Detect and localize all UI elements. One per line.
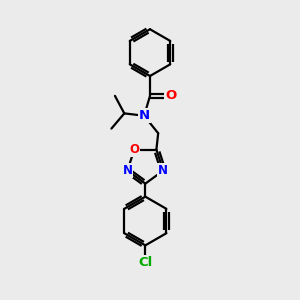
Text: N: N <box>139 109 150 122</box>
Text: N: N <box>158 164 168 177</box>
Text: O: O <box>165 89 177 102</box>
Text: Cl: Cl <box>138 256 152 269</box>
Text: N: N <box>122 164 132 177</box>
Text: O: O <box>129 143 139 156</box>
